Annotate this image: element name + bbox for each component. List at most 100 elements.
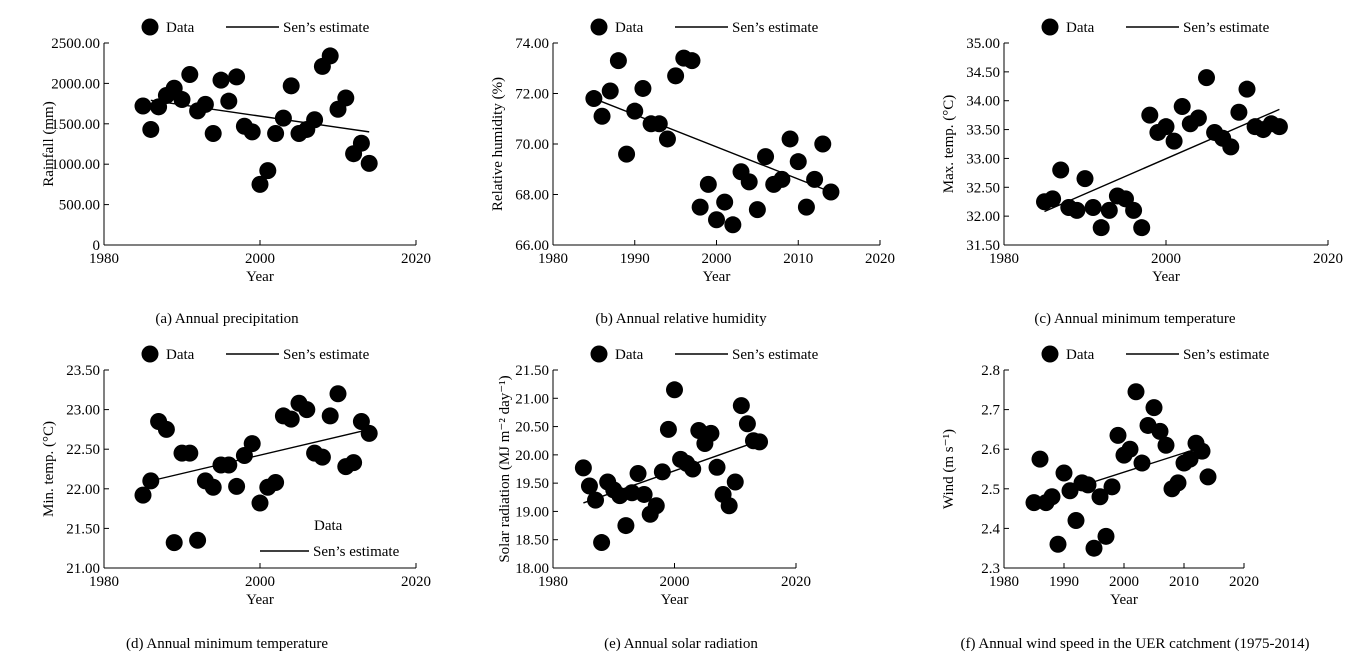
legend-data-label-f: Data	[1066, 347, 1095, 363]
y-tick-label-d: 21.00	[66, 561, 100, 577]
data-point-f	[1181, 450, 1199, 468]
data-point-f	[1085, 539, 1103, 557]
data-point-b	[593, 107, 611, 125]
y-tick-label-b: 68.00	[515, 188, 549, 204]
data-point-c	[1189, 109, 1207, 127]
data-point-b	[667, 67, 685, 85]
x-axis-label-f: Year	[1110, 592, 1138, 608]
data-point-c	[1092, 219, 1110, 237]
data-point-e	[726, 473, 744, 491]
legend-data-marker-b	[590, 18, 608, 36]
x-tick-label-f: 1980	[989, 574, 1019, 590]
y-tick-label-e: 20.50	[515, 420, 549, 436]
y-tick-label-f: 2.4	[981, 521, 1000, 537]
y-tick-label-e: 19.50	[515, 476, 549, 492]
y-axis-label-b: Relative humidity (%)	[490, 77, 506, 211]
data-point-c	[1270, 118, 1288, 136]
y-tick-label-a: 0	[93, 238, 101, 254]
data-point-d	[243, 435, 261, 453]
legend2-sen-label-d: Sen’s estimate	[313, 544, 400, 560]
x-tick-label-b: 2000	[702, 251, 732, 267]
y-tick-label-d: 22.50	[66, 442, 100, 458]
y-tick-label-f: 2.3	[981, 561, 1000, 577]
y-tick-label-e: 20.00	[515, 448, 549, 464]
data-point-a	[267, 124, 285, 142]
data-point-e	[580, 477, 598, 495]
y-tick-label-e: 21.00	[515, 391, 549, 407]
data-point-b	[708, 211, 725, 229]
legend-sen-label-c: Sen’s estimate	[1183, 20, 1270, 36]
sen-estimate-line-f	[1081, 444, 1209, 487]
data-point-c	[1052, 161, 1070, 179]
data-point-b	[740, 173, 758, 191]
y-tick-label-d: 22.00	[66, 482, 100, 498]
y-tick-label-e: 18.00	[515, 561, 549, 577]
caption-d: (d) Annual minimum temperature	[125, 636, 329, 652]
data-point-f	[1049, 535, 1067, 553]
data-point-d	[220, 456, 238, 474]
data-point-e	[617, 517, 635, 535]
data-point-a	[282, 77, 300, 95]
legend2-data-label-d: Data	[314, 518, 343, 534]
y-axis-label-c: Max. temp. (°C)	[941, 95, 957, 193]
data-point-a	[251, 175, 269, 193]
data-point-b	[691, 198, 709, 216]
data-point-d	[181, 444, 199, 462]
data-point-f	[1145, 399, 1163, 417]
data-point-f	[1061, 482, 1079, 500]
data-point-d	[345, 454, 363, 472]
data-point-b	[789, 153, 807, 171]
legend-sen-label-a: Sen’s estimate	[283, 20, 370, 36]
legend-data-label-a: Data	[166, 20, 195, 36]
data-point-f	[1157, 436, 1175, 454]
data-point-c	[1238, 80, 1256, 98]
x-tick-label-c: 1980	[989, 251, 1019, 267]
data-point-a	[220, 92, 238, 110]
data-point-b	[601, 82, 619, 100]
legend-data-marker-f	[1041, 345, 1059, 363]
data-point-f	[1043, 488, 1061, 506]
y-axis-label-d: Min. temp. (°C)	[41, 421, 57, 517]
y-tick-label-c: 31.50	[966, 238, 1000, 254]
y-tick-label-f: 2.6	[981, 442, 1000, 458]
data-point-a	[204, 124, 222, 142]
data-point-b	[716, 193, 734, 211]
x-tick-label-e: 1980	[538, 574, 568, 590]
data-point-b	[781, 130, 799, 148]
data-point-f	[1109, 426, 1127, 444]
data-point-f	[1025, 494, 1043, 512]
panel-d: 21.00 21.50 22.00 22.50 23.00 23.50 1980 2000 20…	[41, 345, 431, 608]
panel-b: 66.00 68.00 70.00 72.00 74.00 1980 1990 2000 201…	[490, 18, 895, 285]
data-point-f	[1079, 476, 1097, 494]
x-tick-label-c: 2020	[1313, 251, 1343, 267]
data-point-e	[587, 491, 605, 509]
data-point-e	[647, 497, 665, 515]
caption-e: (e) Annual solar radiation	[604, 636, 758, 652]
data-point-c	[1165, 132, 1183, 150]
y-tick-label-a: 1000.00	[51, 157, 100, 173]
caption-a: (a) Annual precipitation	[155, 311, 299, 327]
y-tick-label-f: 2.8	[981, 363, 1000, 379]
panel-c: 31.50 32.00 32.50 33.00 33.50 34.00 34.50 35.00…	[941, 18, 1343, 285]
data-point-b	[773, 170, 791, 188]
sen-estimate-line-c	[1044, 108, 1280, 213]
data-point-f	[1091, 488, 1109, 506]
data-point-f	[1067, 511, 1085, 529]
data-point-b	[797, 198, 815, 216]
data-point-a	[181, 66, 199, 84]
data-point-d	[134, 486, 152, 504]
data-point-a	[352, 134, 370, 152]
data-point-c	[1230, 103, 1248, 121]
data-point-d	[228, 477, 246, 495]
y-tick-label-c: 32.00	[966, 209, 1000, 225]
data-point-f	[1169, 474, 1187, 492]
x-tick-label-d: 1980	[89, 574, 119, 590]
x-tick-label-b: 2010	[783, 251, 813, 267]
y-axis-label-a: Rainfall (mm)	[41, 101, 57, 186]
data-point-c	[1044, 190, 1062, 208]
data-point-e	[720, 497, 738, 515]
legend-data-marker-e	[590, 345, 608, 363]
legend-data-label-b: Data	[615, 20, 644, 36]
y-tick-label-e: 21.50	[515, 363, 549, 379]
